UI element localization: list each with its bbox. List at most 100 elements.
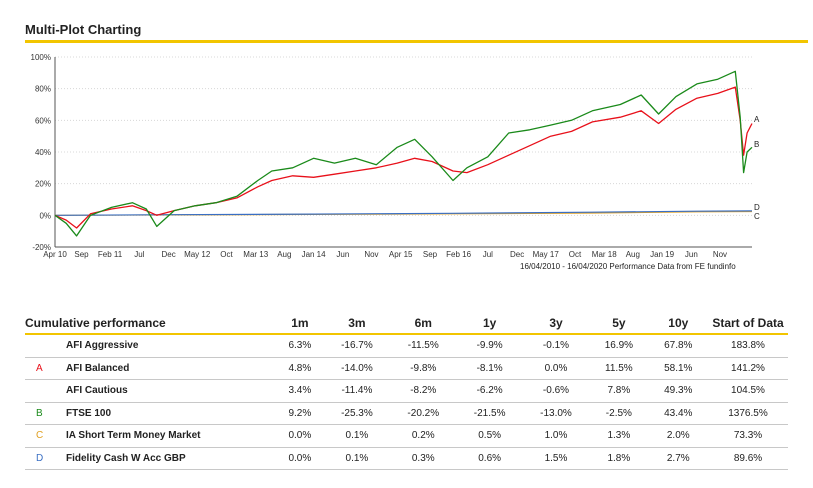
series-end-label: B <box>754 140 759 149</box>
x-tick-label: Jan 19 <box>650 250 675 259</box>
performance-value: -14.0% <box>323 357 391 380</box>
performance-value: -13.0% <box>522 402 590 425</box>
column-header: 1y <box>482 316 497 330</box>
y-tick-label: 60% <box>35 116 51 125</box>
performance-value: 0.0% <box>276 424 324 448</box>
series-line-D <box>54 210 753 216</box>
title-divider <box>25 40 808 43</box>
series-marker: C <box>25 424 66 448</box>
series-marker <box>25 334 66 358</box>
performance-value: -9.9% <box>456 334 523 358</box>
performance-value: 2.0% <box>648 424 708 448</box>
performance-value: -16.7% <box>323 334 391 358</box>
x-tick-label: Jan 14 <box>302 250 327 259</box>
performance-value: 0.1% <box>323 447 391 470</box>
column-header: 5y <box>612 316 626 330</box>
performance-value: 89.6% <box>708 447 788 470</box>
performance-value: -21.5% <box>456 402 523 425</box>
performance-value: 2.7% <box>648 447 708 470</box>
performance-value: 0.3% <box>390 447 457 470</box>
performance-value: 0.5% <box>456 424 523 448</box>
column-header: 10y <box>668 316 689 330</box>
x-tick-label: Mar 13 <box>243 250 268 259</box>
column-header: Start of Data <box>712 316 784 330</box>
x-tick-label: Dec <box>161 250 175 259</box>
x-tick-label: Oct <box>569 250 582 259</box>
performance-value: -8.2% <box>390 379 457 403</box>
performance-value: 1.5% <box>522 447 590 470</box>
series-line-A <box>54 86 753 229</box>
performance-value: -0.1% <box>522 334 590 358</box>
x-tick-label: Nov <box>713 250 727 259</box>
table-row: AFI Cautious 3.4% -11.4% -8.2% -6.2% -0.6% 7.8… <box>25 379 788 403</box>
table-row: B FTSE 100 9.2% -25.3% -20.2% -21.5% -13.0% -2.… <box>25 402 788 425</box>
performance-value: 0.1% <box>323 424 391 448</box>
x-tick-label: Sep <box>74 250 89 259</box>
performance-value: 3.4% <box>276 379 324 403</box>
x-tick-label: Jun <box>336 250 349 259</box>
column-header: 3y <box>549 316 563 330</box>
performance-value: 7.8% <box>589 379 649 403</box>
performance-value: 0.2% <box>390 424 457 448</box>
performance-value: -0.6% <box>522 379 590 403</box>
column-header: 1m <box>291 316 309 330</box>
performance-value: 183.8% <box>708 334 788 358</box>
fund-name: AFI Balanced <box>66 357 276 380</box>
x-tick-label: May 17 <box>533 250 560 259</box>
series-marker <box>25 379 66 403</box>
performance-value: 9.2% <box>276 402 324 425</box>
y-tick-label: 80% <box>35 85 51 94</box>
table-header-row: Cumulative performance 1m 3m 6m 1y 3y 5y… <box>25 300 788 334</box>
performance-value: 58.1% <box>648 357 708 380</box>
performance-value: 0.0% <box>276 447 324 470</box>
y-tick-label: 100% <box>31 53 51 62</box>
performance-value: 1376.5% <box>708 402 788 425</box>
y-tick-label: 0% <box>39 211 51 220</box>
y-tick-label: -20% <box>32 243 51 252</box>
performance-value: 1.0% <box>522 424 590 448</box>
table-row: A AFI Balanced 4.8% -14.0% -9.8% -8.1% 0.0% 11.… <box>25 357 788 380</box>
performance-value: -8.1% <box>456 357 523 380</box>
table-row: AFI Aggressive 6.3% -16.7% -11.5% -9.9% -0.1%… <box>25 334 788 358</box>
x-tick-label: Jul <box>483 250 493 259</box>
performance-value: 1.8% <box>589 447 649 470</box>
table-header-label: Cumulative performance <box>25 316 166 330</box>
performance-value: -25.3% <box>323 402 391 425</box>
x-tick-label: Apr 10 <box>43 250 67 259</box>
performance-value: 6.3% <box>276 334 324 358</box>
table-row: C IA Short Term Money Market 0.0% 0.1% 0.2% 0… <box>25 424 788 448</box>
performance-value: -9.8% <box>390 357 457 380</box>
x-tick-label: May 12 <box>184 250 211 259</box>
series-end-label: A <box>754 115 760 124</box>
x-tick-label: Jul <box>134 250 144 259</box>
fund-name: AFI Aggressive <box>66 334 276 358</box>
date-range-note: 16/04/2010 - 16/04/2020 Performance Data… <box>520 262 736 271</box>
performance-value: -6.2% <box>456 379 523 403</box>
performance-value: 11.5% <box>589 357 649 380</box>
performance-value: 141.2% <box>708 357 788 380</box>
performance-value: -2.5% <box>589 402 649 425</box>
table-row: D Fidelity Cash W Acc GBP 0.0% 0.1% 0.3% 0.6%… <box>25 447 788 470</box>
column-header: 6m <box>414 316 432 330</box>
series-end-label: C <box>754 212 760 221</box>
x-tick-label: Feb 16 <box>446 250 471 259</box>
x-tick-label: Nov <box>364 250 378 259</box>
fund-name: Fidelity Cash W Acc GBP <box>66 447 276 470</box>
performance-value: 16.9% <box>589 334 649 358</box>
performance-value: 0.0% <box>522 357 590 380</box>
fund-name: IA Short Term Money Market <box>66 424 276 448</box>
page-title: Multi-Plot Charting <box>25 22 142 37</box>
x-tick-label: Mar 18 <box>592 250 617 259</box>
performance-value: 43.4% <box>648 402 708 425</box>
performance-value: 0.6% <box>456 447 523 470</box>
series-marker: B <box>25 402 66 425</box>
performance-value: -11.4% <box>323 379 391 403</box>
performance-value: 4.8% <box>276 357 324 380</box>
x-tick-label: Dec <box>510 250 524 259</box>
y-tick-label: 40% <box>35 148 51 157</box>
column-header: 3m <box>348 316 366 330</box>
series-marker: D <box>25 447 66 470</box>
x-tick-label: Sep <box>423 250 438 259</box>
performance-value: 104.5% <box>708 379 788 403</box>
performance-value: 1.3% <box>589 424 649 448</box>
